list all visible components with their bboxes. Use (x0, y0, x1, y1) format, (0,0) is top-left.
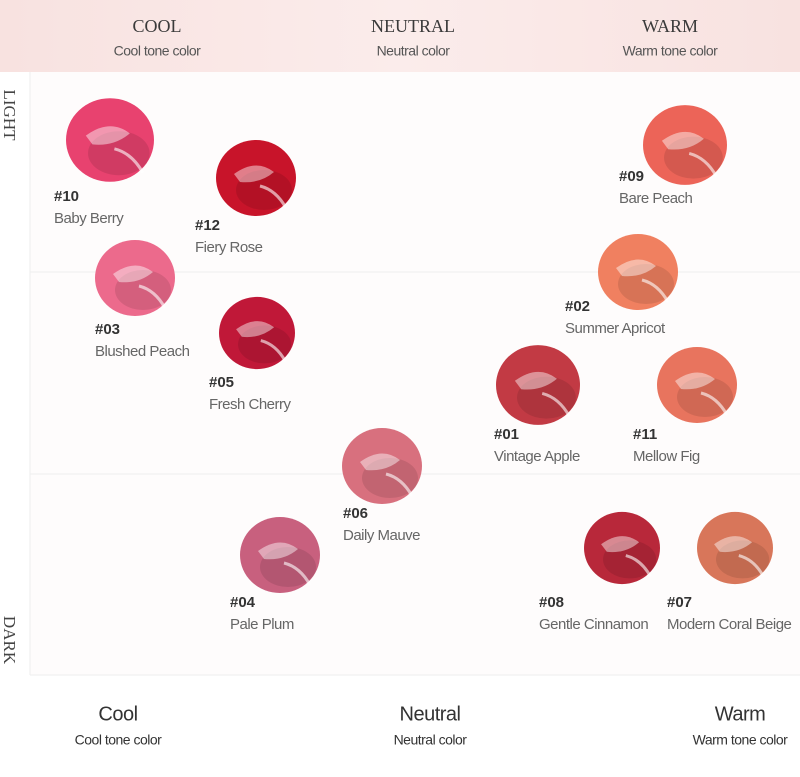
header-title: WARM (642, 16, 698, 36)
swatch-body (643, 105, 727, 185)
swatch-highlight (675, 372, 715, 390)
swatch-highlight (661, 131, 704, 150)
swatch-streak (283, 561, 312, 586)
swatch-body (66, 98, 154, 182)
swatch-shade (664, 136, 723, 179)
header-subtitle: Neutral color (377, 43, 451, 59)
swatch-highlight (601, 536, 640, 553)
item-name: Bare Peach (619, 190, 693, 207)
footer-subtitle: Cool tone color (75, 732, 163, 748)
swatch-highlight (113, 265, 153, 283)
swatch-streak (138, 284, 167, 309)
swatch-highlight (514, 371, 557, 390)
swatch-shade (260, 547, 316, 587)
swatch-shade (362, 458, 418, 498)
swatch-body (657, 347, 737, 423)
swatch (240, 517, 320, 593)
swatch (697, 511, 773, 585)
item-name: Gentle Cinnamon (539, 616, 648, 633)
item-number: #07 (667, 594, 692, 611)
swatch-body (95, 240, 175, 316)
item-name: Baby Berry (54, 210, 124, 227)
item-number: #03 (95, 321, 120, 338)
item-number: #09 (619, 168, 644, 185)
footer-subtitle: Warm tone color (693, 732, 789, 748)
item-name: Blushed Peach (95, 343, 190, 360)
swatch-shade (236, 170, 292, 210)
item-number: #04 (230, 594, 256, 611)
swatch (66, 98, 154, 182)
swatch-shade (603, 540, 657, 579)
swatch (657, 347, 737, 423)
swatch (598, 234, 678, 310)
swatch (342, 428, 422, 504)
item-name: Vintage Apple (494, 448, 580, 465)
footer-title: Neutral (400, 703, 461, 725)
swatch-streak (385, 472, 414, 497)
footer-title: Warm (715, 703, 766, 725)
swatch-highlight (258, 542, 298, 560)
side-label: DARK (0, 616, 19, 665)
swatch-body (240, 517, 320, 593)
swatch-streak (688, 151, 718, 178)
footer-subtitle: Neutral color (394, 732, 468, 748)
swatch (219, 296, 295, 370)
swatch-streak (738, 554, 765, 578)
item-number: #08 (539, 594, 564, 611)
swatch-highlight (234, 165, 274, 183)
item-number: #06 (343, 505, 368, 522)
item-name: Fresh Cherry (209, 396, 292, 413)
item-name: Summer Apricot (565, 320, 666, 337)
swatch (496, 345, 580, 425)
header-subtitle: Warm tone color (623, 43, 719, 59)
header-title: COOL (133, 16, 182, 36)
swatch-shade (88, 131, 150, 176)
swatch-streak (541, 391, 571, 418)
swatch-body (342, 428, 422, 504)
swatch-shade (517, 376, 576, 419)
swatch-shade (716, 540, 770, 579)
swatch-shade (238, 325, 292, 364)
swatch-shade (115, 270, 171, 310)
swatch (643, 105, 727, 185)
item-number: #10 (54, 188, 79, 205)
swatch (95, 240, 175, 316)
item-name: Daily Mauve (343, 527, 420, 544)
swatch-highlight (360, 453, 400, 471)
swatch-streak (700, 391, 729, 416)
item-number: #12 (195, 217, 220, 234)
swatch-streak (625, 554, 652, 578)
item-number: #01 (494, 426, 519, 443)
item-name: Pale Plum (230, 616, 294, 633)
swatch-streak (113, 147, 145, 174)
swatch-highlight (85, 126, 130, 145)
swatch-streak (259, 184, 288, 209)
item-number: #05 (209, 374, 234, 391)
side-label: LIGHT (0, 90, 19, 142)
swatch-streak (260, 339, 287, 363)
swatch-highlight (616, 259, 656, 277)
swatch-body (496, 345, 580, 425)
header-subtitle: Cool tone color (114, 43, 202, 59)
item-name: Modern Coral Beige (667, 616, 792, 633)
footer-title: Cool (98, 703, 137, 725)
item-number: #02 (565, 298, 590, 315)
swatch (584, 511, 660, 585)
header-title: NEUTRAL (371, 16, 455, 36)
swatch-highlight (236, 321, 275, 338)
swatch-shade (618, 264, 674, 304)
swatch-body (598, 234, 678, 310)
item-name: Mellow Fig (633, 448, 700, 465)
swatch (216, 140, 296, 216)
swatch-highlight (714, 536, 753, 553)
swatch-streak (641, 278, 670, 303)
swatch-shade (677, 377, 733, 417)
header-band (0, 0, 800, 72)
item-name: Fiery Rose (195, 239, 263, 256)
item-number: #11 (633, 426, 657, 443)
swatch-body (216, 140, 296, 216)
